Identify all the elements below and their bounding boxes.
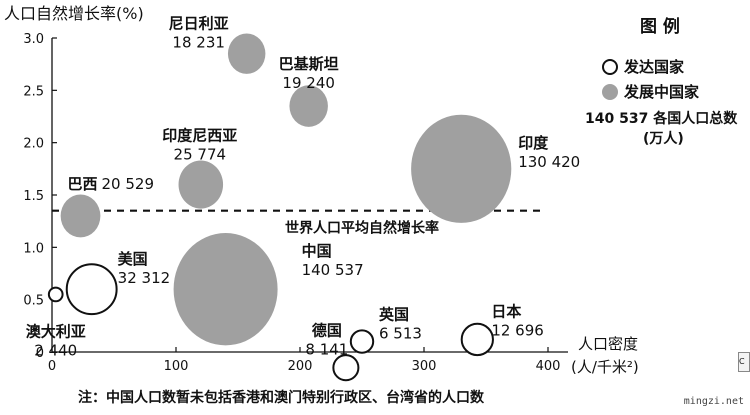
bubble-英国 [349, 329, 375, 354]
x-tick-label: 100 [164, 359, 189, 374]
bubble-巴基斯坦 [289, 85, 328, 127]
legend: 图 例 发达国家 发展中国家 140 537 各国人口总数 (万人) [585, 16, 738, 147]
point-value-label: 8 141 [305, 341, 348, 359]
bubble-美国 [65, 263, 118, 316]
point-name-label: 美国 [118, 250, 148, 268]
point-name-label: 德国 [312, 322, 342, 340]
legend-developing-label: 发展中国家 [623, 83, 699, 101]
point-name-label: 中国 [302, 242, 332, 260]
x-tick-label: 300 [412, 359, 437, 374]
legend-size-label: 140 537 各国人口总数 [585, 110, 738, 127]
x-axis-unit: (人/千米²) [571, 358, 639, 376]
x-axis-title: 人口密度 [578, 335, 638, 353]
point-value-label: 6 513 [379, 325, 422, 343]
legend-developing-swatch [602, 84, 618, 100]
point-name-label: 日本 [491, 302, 521, 320]
point-value-label: 25 774 [174, 146, 227, 164]
bubble-中国 [173, 233, 278, 346]
point-value-label: 20 529 [102, 175, 154, 193]
point-value-label: 32 312 [118, 269, 170, 287]
y-tick-label: 1.0 [23, 241, 44, 256]
watermark-text: mingzi.net [683, 396, 744, 407]
y-tick-label: 0 [36, 346, 44, 361]
legend-size-unit: (万人) [643, 130, 684, 147]
bubble-巴西 [60, 194, 101, 238]
y-tick-label: 2.5 [23, 84, 44, 99]
legend-developed-label: 发达国家 [623, 58, 684, 76]
point-name-label: 印度 [518, 134, 549, 152]
footnote: 注：中国人口数暂未包括香港和澳门特别行政区、台湾省的人口数 [78, 390, 484, 406]
bubble-德国 [332, 354, 360, 382]
point-name-label: 尼日利亚 [169, 15, 229, 33]
y-tick-label: 3.0 [23, 32, 44, 47]
point-value-label: 140 537 [302, 261, 364, 279]
edge-tab[interactable]: C [738, 352, 750, 372]
point-value-label: 12 696 [491, 321, 544, 339]
legend-developed-swatch [602, 59, 618, 75]
point-value-label: 19 240 [282, 74, 335, 92]
bubble-印度 [411, 114, 512, 223]
x-tick-label: 0 [48, 359, 56, 374]
y-tick-label: 0.5 [23, 294, 44, 309]
point-name-label: 英国 [379, 306, 409, 324]
legend-title: 图 例 [640, 16, 680, 37]
y-tick-label: 2.0 [23, 137, 44, 152]
point-value-label: 130 420 [518, 153, 580, 171]
world-average-label: 世界人口平均自然增长率 [285, 220, 439, 237]
point-name-label: 巴西 [68, 175, 98, 193]
bubble-日本 [460, 322, 494, 357]
y-tick-label: 1.5 [23, 189, 44, 204]
point-value-label: 18 231 [172, 34, 225, 52]
x-tick-label: 400 [536, 359, 561, 374]
point-name-label: 澳大利亚 [26, 322, 86, 340]
y-axis-title: 人口自然增长率(%) [4, 4, 144, 23]
x-tick-label: 200 [288, 359, 313, 374]
bubble-澳大利亚 [47, 286, 64, 303]
bubble-印度尼西亚 [178, 160, 224, 209]
point-name-label: 巴基斯坦 [279, 55, 339, 73]
point-name-label: 印度尼西亚 [162, 127, 237, 145]
point-value-label: 2 440 [34, 341, 77, 359]
bubble-尼日利亚 [227, 33, 266, 74]
